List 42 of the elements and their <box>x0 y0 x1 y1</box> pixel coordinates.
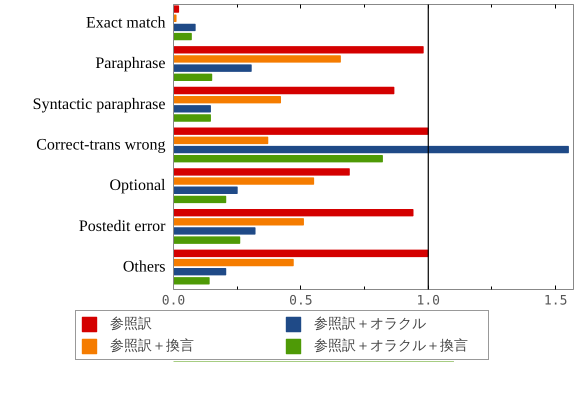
y-tick-label: Syntactic paraphrase <box>32 96 166 113</box>
bar <box>174 128 429 135</box>
bar <box>174 277 210 285</box>
x-tick-label: 0.5 <box>289 294 313 308</box>
y-tick-label: Optional <box>110 177 166 194</box>
y-tick-label: Postedit error <box>78 218 166 235</box>
legend-label: 参照訳＋オラクル <box>314 315 427 333</box>
bar <box>174 177 314 185</box>
y-tick-label: Others <box>122 258 166 276</box>
bar <box>174 24 196 32</box>
bar <box>174 218 304 226</box>
bar <box>174 55 341 63</box>
bar <box>174 268 226 276</box>
y-tick-label: Paraphrase <box>95 55 166 72</box>
bar <box>174 227 256 235</box>
bar <box>174 32 192 40</box>
bar <box>174 5 180 13</box>
bar <box>174 74 212 81</box>
bar <box>174 155 383 162</box>
bar <box>174 196 226 204</box>
x-tick-label: 1.0 <box>416 294 440 308</box>
legend-label: 参照訳＋オラクル＋換言 <box>314 337 469 355</box>
bar <box>174 114 211 122</box>
bar <box>174 96 282 104</box>
bar <box>174 146 569 154</box>
y-tick-label: Correct-trans wrong <box>36 136 166 154</box>
bar <box>174 136 268 144</box>
bar <box>174 186 238 194</box>
bar <box>174 105 211 113</box>
bar <box>174 208 414 216</box>
legend-label: 参照訳＋換言 <box>110 337 195 355</box>
y-tick-label: Exact match <box>86 14 166 32</box>
bar <box>174 258 294 266</box>
bar <box>174 168 350 176</box>
bar <box>174 64 252 72</box>
bar <box>174 86 394 94</box>
bar <box>174 250 429 258</box>
x-tick-label: 1.5 <box>544 294 568 308</box>
bar <box>174 236 240 244</box>
x-tick-label: 0.0 <box>162 294 186 308</box>
legend-label: 参照訳 <box>110 315 153 333</box>
bar <box>174 46 424 54</box>
